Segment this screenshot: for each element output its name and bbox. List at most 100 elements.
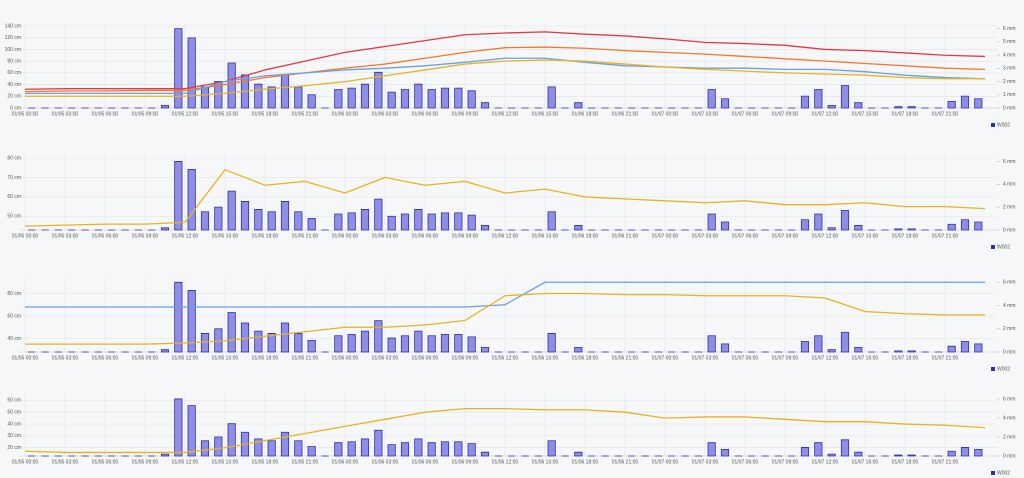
y-tick-label: 20 cm	[7, 94, 21, 100]
y-tick-label: 80 cm	[7, 291, 21, 297]
bar	[214, 328, 223, 353]
line	[25, 292, 985, 345]
x-tick-label: 01/05 18:00	[252, 355, 279, 361]
x-tick-label: 01/05 06:00	[92, 233, 119, 239]
bar	[427, 89, 436, 109]
x-tick-label: 01/06 00:00	[332, 459, 359, 465]
bar	[480, 225, 490, 231]
bar	[307, 94, 316, 109]
bar	[854, 102, 863, 109]
bar	[400, 442, 410, 457]
bar	[174, 281, 183, 353]
bar	[360, 330, 370, 353]
x-tick-label: 01/07 12:00	[812, 233, 839, 239]
bar	[907, 350, 916, 353]
bar	[267, 333, 276, 353]
x-tick-label: 01/06 03:00	[372, 459, 399, 465]
y-tick-label: 60 cm	[7, 194, 21, 200]
bar	[294, 440, 303, 457]
x-tick-label: 01/07 21:00	[932, 233, 959, 239]
x-tick-label: 01/06 12:00	[492, 233, 519, 239]
bar	[574, 102, 583, 109]
bar	[894, 106, 903, 109]
bar	[200, 86, 210, 109]
x-tick-label: 01/06 06:00	[412, 459, 439, 465]
x-tick-label: 01/06 18:00	[572, 355, 599, 361]
x-tick-label: 01/06 00:00	[332, 233, 359, 239]
bar	[960, 95, 970, 109]
y2-tick-label: 0 mm	[1003, 349, 1016, 355]
bar	[720, 343, 730, 353]
x-tick-label: 01/07 00:00	[652, 111, 679, 117]
bar	[334, 335, 343, 353]
bar	[707, 442, 716, 457]
bar	[814, 89, 823, 109]
y2-tick-label: 2 mm	[1003, 204, 1016, 210]
x-tick-label: 01/07 21:00	[932, 111, 959, 117]
x-tick-label: 01/07 12:00	[812, 459, 839, 465]
bar	[400, 335, 410, 353]
bar	[307, 446, 316, 457]
bar	[414, 83, 423, 109]
x-tick-label: 01/05 03:00	[52, 233, 79, 239]
bar	[854, 451, 863, 457]
x-tick-label: 01/05 21:00	[292, 459, 319, 465]
x-tick-label: 01/05 06:00	[92, 355, 119, 361]
x-tick-label: 01/07 18:00	[892, 111, 919, 117]
bar	[227, 423, 236, 457]
x-tick-label: 01/07 12:00	[812, 355, 839, 361]
bar	[707, 335, 716, 353]
bar	[440, 334, 450, 353]
bar	[480, 451, 490, 457]
bar	[160, 104, 170, 109]
y-tick-label: 140 cm	[5, 23, 21, 29]
y-tick-label: 120 cm	[5, 35, 21, 41]
bar	[347, 334, 356, 353]
bar	[947, 100, 956, 109]
bar	[574, 451, 583, 457]
bar	[387, 337, 396, 353]
bar	[840, 439, 850, 457]
bar	[974, 221, 983, 231]
bar	[800, 219, 810, 231]
y-tick-label: 60 cm	[7, 398, 21, 404]
y2-tick-label: 4 mm	[1003, 303, 1016, 309]
x-tick-label: 01/05 03:00	[52, 355, 79, 361]
y2-tick-label: 5 mm	[1003, 39, 1016, 45]
bar	[360, 83, 370, 109]
x-tick-label: 01/05 00:00	[12, 459, 39, 465]
bar	[427, 213, 436, 231]
bar	[894, 454, 903, 457]
y-tick-label: 80 cm	[7, 58, 21, 64]
x-tick-label: 01/06 09:00	[452, 111, 479, 117]
bar	[280, 201, 290, 231]
bar	[907, 454, 916, 457]
bar	[840, 331, 850, 353]
bar	[267, 440, 276, 457]
x-tick-label: 01/05 15:00	[212, 233, 239, 239]
bar	[294, 211, 303, 231]
y2-tick-label: 1 mm	[1003, 92, 1016, 98]
x-tick-label: 01/06 15:00	[532, 355, 559, 361]
bar	[827, 104, 836, 109]
y-tick-label: 40 cm	[7, 336, 21, 342]
x-tick-label: 01/05 09:00	[132, 111, 159, 117]
bar	[480, 346, 490, 353]
x-tick-label: 01/05 15:00	[212, 355, 239, 361]
bar	[280, 322, 290, 353]
bar	[454, 441, 463, 457]
line	[24, 408, 986, 454]
x-tick-label: 01/05 00:00	[12, 233, 39, 239]
chart-panel: 0 cm 20 cm 40 cm 60 cm 80 cm 100 cm 120 cm 140 …	[5, 23, 1016, 128]
x-tick-label: 01/06 18:00	[572, 459, 599, 465]
bar	[174, 161, 183, 231]
bar	[160, 227, 170, 231]
x-tick-label: 01/07 06:00	[732, 233, 759, 239]
x-tick-label: 01/06 15:00	[532, 459, 559, 465]
x-tick-label: 01/05 18:00	[252, 111, 279, 117]
x-tick-label: 01/06 06:00	[412, 111, 439, 117]
bar	[267, 211, 276, 231]
bar	[187, 169, 196, 231]
x-tick-label: 01/07 21:00	[932, 355, 959, 361]
